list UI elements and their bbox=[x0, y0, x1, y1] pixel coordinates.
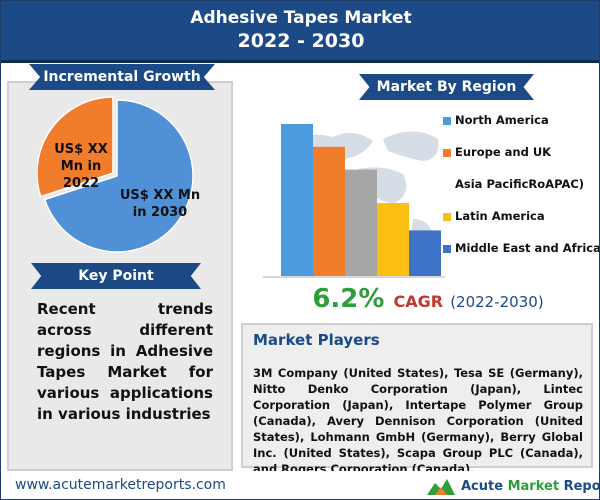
pie-label-2030: US$ XX Mn in 2030 bbox=[119, 188, 201, 220]
legend-label: Latin America bbox=[455, 209, 545, 223]
bar-1 bbox=[313, 146, 345, 276]
region-legend: North America Europe and UK Asia PacificRo… bbox=[443, 113, 600, 273]
key-point-heading: Key Point bbox=[78, 268, 154, 284]
key-point-text: Recent trends across different regions i… bbox=[37, 300, 213, 423]
page-title: Adhesive Tapes Market bbox=[190, 8, 412, 28]
legend-item: Asia PacificRoAPAC) bbox=[443, 177, 598, 194]
logo-word-reports: Reports bbox=[563, 479, 600, 494]
cagr-line: 6.2% CAGR (2022-2030) bbox=[263, 284, 593, 314]
legend-item: Europe and UK bbox=[443, 145, 598, 162]
footer: www.acutemarketreports.com bbox=[1, 471, 599, 499]
region-bar-chart bbox=[263, 124, 445, 278]
pie-slice-0 bbox=[37, 96, 114, 198]
pie-label-2022: US$ XX Mn in 2022 bbox=[54, 142, 108, 191]
logo-text: Acute Market Reports bbox=[461, 479, 600, 494]
header-banner: Adhesive Tapes Market 2022 - 2030 bbox=[1, 1, 599, 63]
legend-item: Middle East and Africa bbox=[443, 241, 600, 258]
legend-item: North America bbox=[443, 113, 598, 130]
pie-chart bbox=[37, 96, 194, 253]
legend-label: Middle East and Africa bbox=[455, 241, 600, 255]
market-players-text: 3M Company (United States), Tesa SE (Ger… bbox=[253, 366, 583, 476]
bar-4 bbox=[409, 230, 441, 276]
market-players-box: Market Players 3M Company (United States… bbox=[241, 323, 593, 476]
incremental-growth-ribbon: Incremental Growth bbox=[29, 64, 215, 90]
legend-label: Europe and UK bbox=[455, 145, 552, 159]
legend-swatch bbox=[443, 244, 451, 253]
incremental-growth-heading: Incremental Growth bbox=[43, 69, 201, 85]
market-by-region-heading: Market By Region bbox=[376, 79, 517, 95]
bar-0 bbox=[281, 124, 313, 276]
website-link[interactable]: www.acutemarketreports.com bbox=[15, 477, 226, 493]
cagr-label: CAGR bbox=[393, 292, 444, 311]
logo-word-market: Market bbox=[507, 479, 564, 494]
legend-label: Asia PacificRoAPAC) bbox=[455, 177, 585, 191]
legend-label: North America bbox=[455, 113, 549, 127]
legend-swatch bbox=[443, 212, 451, 221]
cagr-period: (2022-2030) bbox=[450, 293, 544, 311]
legend-item: Latin America bbox=[443, 209, 598, 226]
logo-word-acute: Acute bbox=[461, 479, 508, 494]
pie-slice-1 bbox=[43, 99, 194, 253]
market-players-title: Market Players bbox=[253, 331, 380, 349]
company-logo: Acute Market Reports bbox=[425, 475, 599, 497]
page-years: 2022 - 2030 bbox=[237, 30, 365, 52]
bar-2 bbox=[345, 169, 377, 276]
legend-swatch bbox=[443, 116, 451, 125]
key-point-ribbon: Key Point bbox=[31, 263, 201, 289]
logo-mark-icon bbox=[427, 479, 455, 495]
bar-3 bbox=[377, 203, 409, 276]
market-by-region-ribbon: Market By Region bbox=[359, 74, 534, 100]
cagr-value: 6.2% bbox=[312, 284, 385, 314]
legend-swatch bbox=[443, 181, 451, 189]
legend-swatch bbox=[443, 148, 451, 157]
